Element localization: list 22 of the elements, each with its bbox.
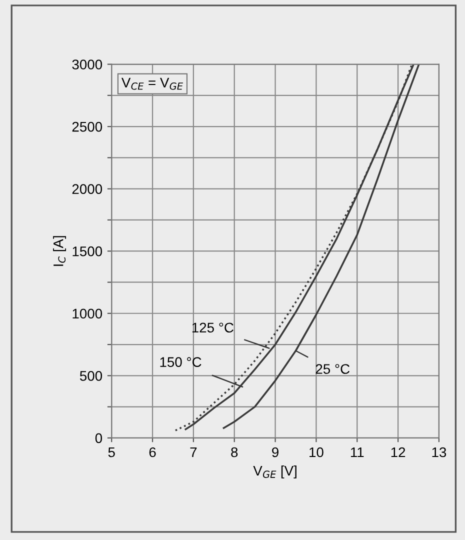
y-tick-label: 1000	[72, 308, 102, 319]
x-tick-label: 11	[350, 447, 364, 458]
x-tick-label: 7	[190, 447, 197, 458]
x-tick-label: 5	[108, 447, 115, 458]
x-tick-label: 6	[149, 447, 156, 458]
y-tick-label: 500	[80, 370, 102, 381]
x-tick-label: 8	[231, 447, 238, 458]
annotation: 25 °C	[316, 364, 350, 374]
x-axis-title: V$_{GE}$ [V]	[253, 465, 296, 478]
x-tick-label: 10	[310, 447, 324, 458]
y-tick-label: 0	[95, 433, 102, 444]
y-axis-title: I$_{C}$ [A]	[53, 236, 66, 266]
y-tick-label: 2000	[72, 184, 102, 194]
y-tick-label: 3000	[72, 60, 102, 70]
annotation: 150 °C	[160, 357, 202, 367]
x-tick-label: 9	[272, 447, 278, 458]
x-tick-label: 12	[391, 447, 406, 458]
annotation: 125 °C	[192, 322, 234, 333]
x-tick-label: 13	[432, 447, 446, 458]
annotation: V$_{CE}$ = V$_{GE}$	[121, 78, 184, 90]
y-tick-label: 2500	[72, 122, 102, 132]
y-tick-label: 1500	[72, 246, 102, 256]
